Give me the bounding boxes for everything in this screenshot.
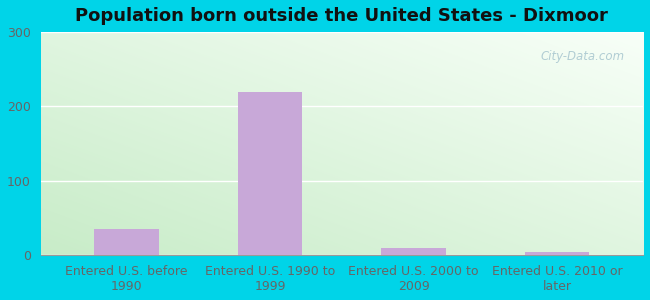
- Bar: [382, 248, 446, 255]
- Bar: [238, 92, 302, 255]
- Bar: [525, 252, 590, 255]
- Bar: [94, 229, 159, 255]
- Title: Population born outside the United States - Dixmoor: Population born outside the United State…: [75, 7, 608, 25]
- Text: City-Data.com: City-Data.com: [541, 50, 625, 63]
